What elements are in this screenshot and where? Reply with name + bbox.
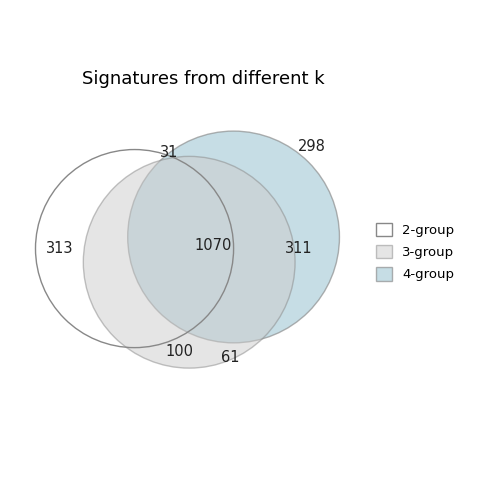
Text: 313: 313 xyxy=(46,241,73,256)
Text: 298: 298 xyxy=(298,139,326,154)
Text: 31: 31 xyxy=(159,146,178,160)
Text: 100: 100 xyxy=(165,344,193,358)
Text: 311: 311 xyxy=(285,241,312,256)
Title: Signatures from different k: Signatures from different k xyxy=(82,70,324,88)
Circle shape xyxy=(83,156,295,368)
Circle shape xyxy=(128,131,340,343)
Legend: 2-group, 3-group, 4-group: 2-group, 3-group, 4-group xyxy=(369,216,461,288)
Text: 1070: 1070 xyxy=(195,238,232,253)
Text: 61: 61 xyxy=(221,350,239,365)
